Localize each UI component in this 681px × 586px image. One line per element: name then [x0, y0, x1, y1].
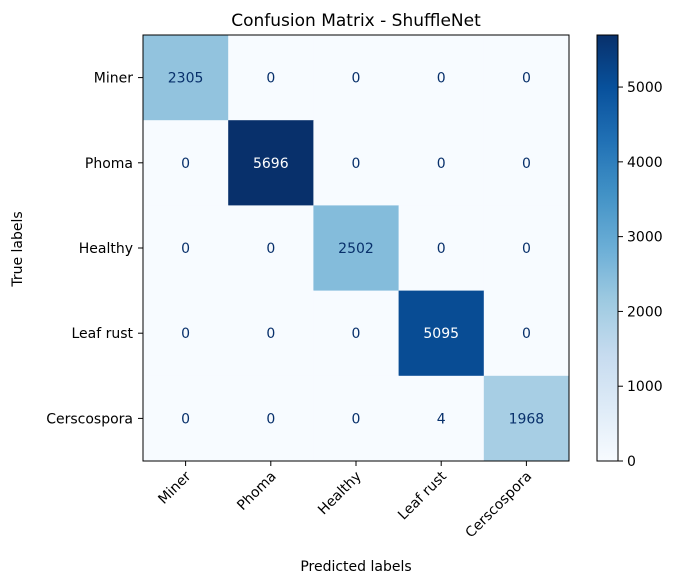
- heatmap-cell: [483, 375, 570, 462]
- colorbar-tick-label: 4000: [627, 155, 663, 171]
- heatmap-cell: [143, 375, 229, 462]
- cell-value-label: 0: [437, 156, 446, 172]
- colorbar: [596, 34, 619, 462]
- cell-value-label: 0: [522, 156, 531, 172]
- cell-value-label: 0: [266, 241, 275, 257]
- heatmap-cell: [398, 35, 485, 121]
- heatmap-cell: [143, 35, 229, 121]
- cell-value-label: 0: [266, 411, 275, 427]
- heatmap-cell-labels: 2305 0 0 0 0 0 5696 0 0 0 0 0 2502 0 0 0 0 0 5095 0 0 0 0 4 1968: [168, 71, 544, 428]
- y-axis-label: True labels: [10, 211, 26, 287]
- cell-value-label: 0: [437, 241, 446, 257]
- cell-value-label: 0: [437, 71, 446, 87]
- heatmap-cell: [398, 290, 485, 377]
- y-tick-label: Leaf rust: [71, 326, 133, 342]
- heatmap-cell: [483, 120, 570, 206]
- heatmap-cell: [398, 120, 485, 206]
- colorbar-tick-label: 0: [627, 454, 636, 470]
- heatmap-cell: [143, 120, 229, 206]
- cell-value-label: 0: [352, 411, 361, 427]
- heatmap-cell: [398, 375, 485, 462]
- heatmap-cell: [313, 205, 400, 292]
- heatmap-cell: [143, 290, 229, 377]
- x-axis-label: Predicted labels: [300, 559, 411, 575]
- heatmap-cell: [228, 375, 314, 462]
- x-tick-label: Cerscospora: [463, 469, 536, 542]
- colorbar-tick-label: 3000: [627, 230, 663, 246]
- cell-value-label: 0: [522, 326, 531, 342]
- cell-value-label: 2502: [338, 241, 374, 257]
- cell-value-label: 0: [352, 156, 361, 172]
- cell-value-label: 0: [181, 241, 190, 257]
- heatmap-cell: [143, 205, 229, 292]
- cell-value-label: 0: [266, 326, 275, 342]
- heatmap-cell: [398, 205, 485, 292]
- x-tick-label: Phoma: [234, 469, 279, 514]
- cell-value-label: 0: [181, 156, 190, 172]
- colorbar-tick-label: 1000: [627, 379, 663, 395]
- cell-value-label: 1968: [509, 411, 545, 427]
- cell-value-label: 0: [522, 71, 531, 87]
- heatmap-cell: [313, 375, 400, 462]
- heatmap-cell: [483, 35, 570, 121]
- cell-value-label: 0: [522, 241, 531, 257]
- heatmap-cells: [143, 35, 570, 462]
- x-tick-label: Leaf rust: [395, 468, 450, 523]
- heatmap-cell: [228, 205, 314, 292]
- chart-title: Confusion Matrix - ShuffleNet: [231, 11, 481, 31]
- cell-value-label: 0: [266, 71, 275, 87]
- colorbar-tick-label: 5000: [627, 80, 663, 96]
- x-tick-label: Miner: [155, 468, 194, 507]
- heatmap-cell: [228, 290, 314, 377]
- colorbar-ticks: 0 1000 2000 3000 4000 5000: [618, 80, 663, 470]
- cell-value-label: 0: [181, 411, 190, 427]
- heatmap-cell: [313, 35, 400, 121]
- heatmap-cell: [313, 290, 400, 377]
- x-tick-label: Healthy: [315, 469, 365, 519]
- cell-value-label: 5095: [423, 326, 459, 342]
- cell-value-label: 5696: [253, 156, 289, 172]
- y-axis-ticks: Miner Phoma Healthy Leaf rust Cerscospora: [46, 71, 143, 427]
- y-tick-label: Cerscospora: [46, 411, 133, 427]
- cell-value-label: 0: [352, 326, 361, 342]
- heatmap-cell: [313, 120, 400, 206]
- cell-value-label: 0: [352, 71, 361, 87]
- x-axis-ticks: Miner Phoma Healthy Leaf rust Cerscospora: [155, 461, 535, 541]
- y-tick-label: Healthy: [79, 241, 133, 257]
- cell-value-label: 0: [181, 326, 190, 342]
- cell-value-label: 2305: [168, 71, 204, 87]
- heatmap-cell: [483, 205, 570, 292]
- y-tick-label: Miner: [94, 71, 133, 87]
- colorbar-tick-label: 2000: [627, 304, 663, 320]
- heatmap-cell: [228, 120, 314, 206]
- y-tick-label: Phoma: [85, 156, 133, 172]
- heatmap-cell: [483, 290, 570, 377]
- cell-value-label: 4: [437, 411, 446, 427]
- heatmap-cell: [228, 35, 314, 121]
